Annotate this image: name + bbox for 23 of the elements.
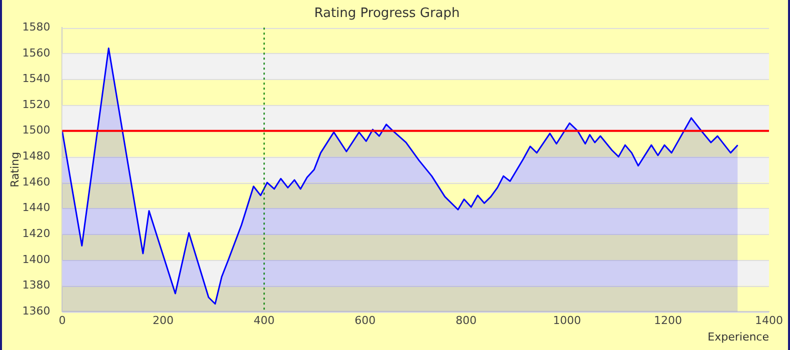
y-tick-label: 1540 <box>22 72 50 86</box>
x-tick-label: 400 <box>254 314 275 328</box>
x-tick-label: 200 <box>152 314 174 328</box>
x-tick-label: 800 <box>456 314 477 328</box>
x-tick-label: 1000 <box>553 314 582 328</box>
y-tick-label: 1420 <box>22 227 50 240</box>
y-tick-label: 1580 <box>22 20 50 34</box>
y-tick-label: 1460 <box>22 175 50 188</box>
y-tick-label: 1560 <box>22 46 50 60</box>
y-tick-label: 1360 <box>22 304 50 318</box>
y-tick-label: 1400 <box>22 252 50 266</box>
y-tick-label: 1480 <box>22 150 50 163</box>
y-tick-label: 1380 <box>22 278 50 292</box>
y-tick-label: 1500 <box>22 124 50 137</box>
chart-title: Rating Progress Graph <box>314 6 460 22</box>
y-axis-title: Rating <box>8 152 22 188</box>
y-tick-label: 1520 <box>22 98 50 111</box>
x-tick-label: 0 <box>58 314 66 328</box>
x-tick-label: 1200 <box>654 314 682 328</box>
y-tick-label: 1440 <box>22 201 50 214</box>
x-tick-label: 1400 <box>755 314 783 328</box>
x-tick-label: 600 <box>354 314 376 328</box>
x-axis-title: Experience <box>708 330 770 344</box>
